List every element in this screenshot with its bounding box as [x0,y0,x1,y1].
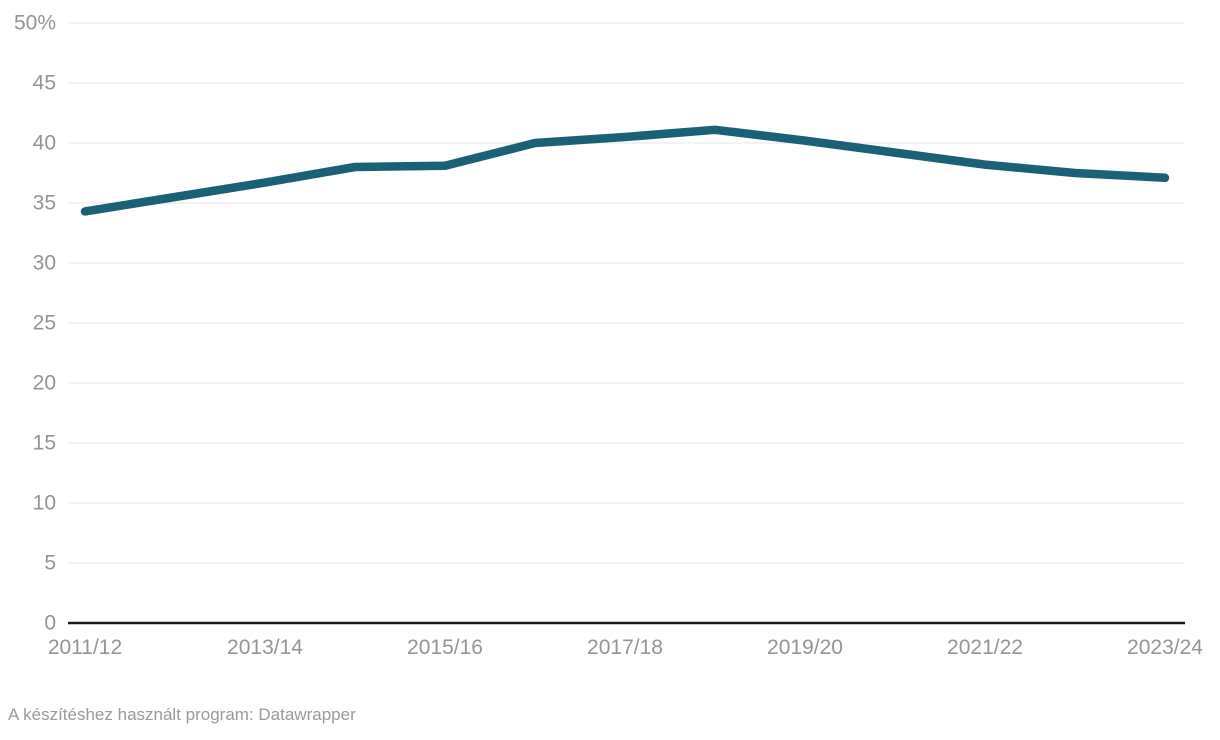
line-chart: 0 5 10 15 20 25 30 35 40 45 50% 2011/12 2013/14 2015/… [14,12,1203,660]
x-axis-tick-label: 2011/12 [48,636,122,659]
y-axis-tick-label: 25 [33,312,56,335]
y-axis-tick-label: 15 [33,432,56,455]
x-axis-tick-label: 2023/24 [1127,636,1203,659]
y-axis-tick-label: 50% [14,12,56,35]
y-axis-tick-label: 40 [33,132,56,155]
y-axis-tick-label: 20 [33,372,56,395]
x-axis-tick-label: 2013/14 [227,636,303,659]
x-axis-tick-label: 2019/20 [767,636,843,659]
data-line [80,125,1170,216]
x-axis-tick-label: 2017/18 [587,636,663,659]
y-axis-tick-label: 10 [33,492,56,515]
y-axis-tick-label: 35 [33,192,56,215]
y-axis-tick-label: 30 [33,252,56,275]
y-axis-tick-label: 45 [33,72,56,95]
y-axis-tick-label: 5 [44,552,56,575]
x-axis-tick-label: 2015/16 [407,636,483,659]
attribution-text: A készítéshez használt program: Datawrap… [8,705,356,724]
x-axis-tick-label: 2021/22 [947,636,1023,659]
y-axis-tick-label: 0 [44,612,56,635]
